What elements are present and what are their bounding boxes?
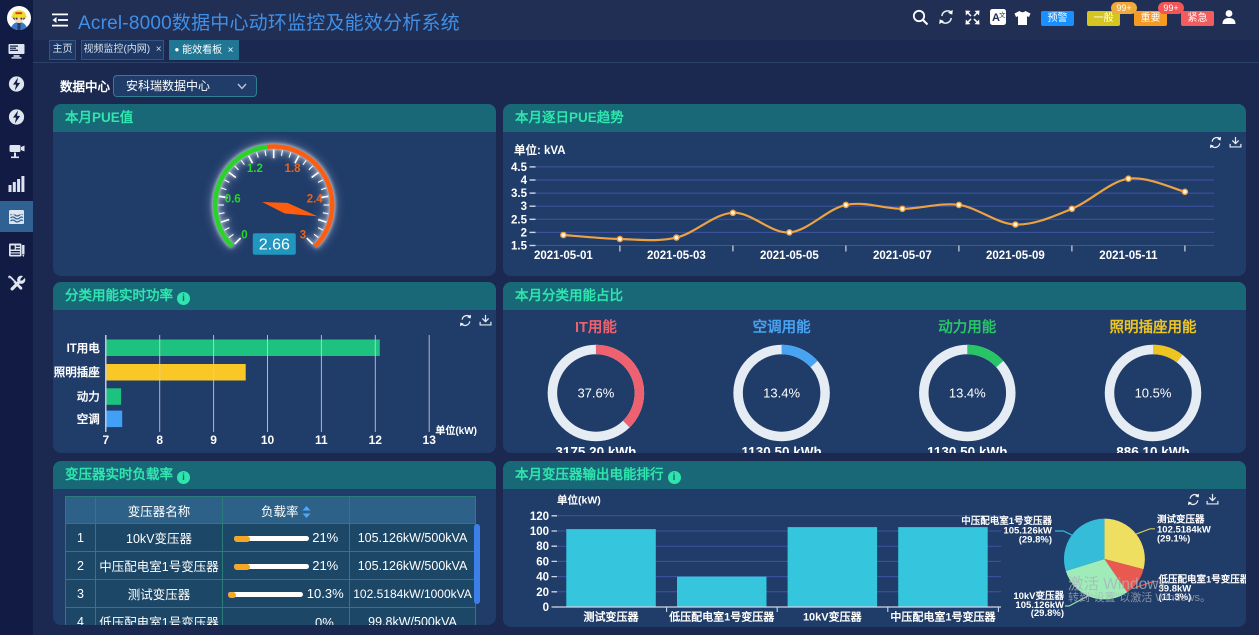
svg-text:(11.3%): (11.3%) xyxy=(1159,592,1192,603)
svg-text:IT用电: IT用电 xyxy=(67,341,101,355)
svg-text:(29.1%): (29.1%) xyxy=(1157,534,1190,545)
svg-text:4: 4 xyxy=(521,175,528,187)
svg-text:动力用能: 动力用能 xyxy=(938,318,996,336)
svg-text:10: 10 xyxy=(261,433,275,447)
svg-text:10kV变压器: 10kV变压器 xyxy=(1013,590,1064,602)
svg-text:13.4%: 13.4% xyxy=(763,386,800,401)
svg-text:2.5: 2.5 xyxy=(511,214,528,226)
svg-text:3.5: 3.5 xyxy=(511,188,528,200)
svg-text:1.8: 1.8 xyxy=(285,163,302,175)
svg-text:60: 60 xyxy=(536,556,549,568)
svg-text:2021-05-09: 2021-05-09 xyxy=(986,250,1045,262)
svg-text:IT用能: IT用能 xyxy=(575,318,617,336)
svg-text:2021-05-03: 2021-05-03 xyxy=(647,250,706,262)
svg-text:2.66: 2.66 xyxy=(259,237,290,254)
svg-text:低压配电室1号变压器: 低压配电室1号变压器 xyxy=(668,610,775,624)
svg-text:中压配电室1号变压器: 中压配电室1号变压器 xyxy=(890,610,996,624)
svg-text:13.4%: 13.4% xyxy=(949,386,986,401)
svg-text:单位(kW): 单位(kW) xyxy=(435,424,477,437)
svg-text:2.4: 2.4 xyxy=(307,194,324,206)
svg-text:(29.8%): (29.8%) xyxy=(1019,535,1052,546)
svg-text:照明插座: 照明插座 xyxy=(54,365,100,379)
svg-text:单位: kVA: 单位: kVA xyxy=(514,143,566,157)
svg-text:3: 3 xyxy=(521,201,527,213)
svg-text:10kV变压器: 10kV变压器 xyxy=(803,610,863,624)
svg-text:100: 100 xyxy=(530,526,549,538)
svg-text:2: 2 xyxy=(521,227,527,239)
svg-text:37.6%: 37.6% xyxy=(577,386,614,401)
svg-text:空调用能: 空调用能 xyxy=(753,318,811,336)
svg-text:80: 80 xyxy=(536,541,549,553)
svg-text:13: 13 xyxy=(423,433,437,447)
svg-text:测试变压器: 测试变压器 xyxy=(584,610,640,624)
svg-text:20: 20 xyxy=(536,587,549,599)
svg-text:1130.50 kWh: 1130.50 kWh xyxy=(927,445,1007,454)
svg-text:1.2: 1.2 xyxy=(247,163,263,175)
svg-text:文: 文 xyxy=(999,10,1006,19)
svg-text:0: 0 xyxy=(241,229,247,241)
svg-text:120: 120 xyxy=(530,511,549,523)
svg-text:9: 9 xyxy=(210,433,217,447)
svg-text:8: 8 xyxy=(156,433,163,447)
svg-text:1.5: 1.5 xyxy=(511,241,528,253)
svg-text:动力: 动力 xyxy=(77,390,100,404)
svg-text:单位(kW): 单位(kW) xyxy=(557,494,601,507)
svg-text:1130.50 kWh: 1130.50 kWh xyxy=(741,445,821,454)
svg-text:10.5%: 10.5% xyxy=(1135,386,1172,401)
svg-text:0: 0 xyxy=(543,602,549,614)
svg-text:4.5: 4.5 xyxy=(511,162,528,174)
svg-text:测试变压器: 测试变压器 xyxy=(1157,514,1205,526)
svg-text:A: A xyxy=(992,12,1000,24)
svg-text:(29.8%): (29.8%) xyxy=(1031,608,1064,619)
svg-text:0.6: 0.6 xyxy=(225,194,241,206)
svg-text:886.10 kWh: 886.10 kWh xyxy=(1116,445,1190,454)
svg-text:11: 11 xyxy=(315,433,328,447)
svg-text:7: 7 xyxy=(102,433,109,447)
svg-text:照明插座用能: 照明插座用能 xyxy=(1110,318,1197,336)
svg-text:39.8kW: 39.8kW xyxy=(1159,584,1192,595)
svg-text:2021-05-07: 2021-05-07 xyxy=(873,250,932,262)
svg-text:40: 40 xyxy=(536,572,549,584)
svg-text:2021-05-11: 2021-05-11 xyxy=(1099,250,1158,262)
svg-text:3: 3 xyxy=(300,229,306,241)
svg-text:102.5184kW: 102.5184kW xyxy=(1157,525,1211,536)
svg-text:2021-05-05: 2021-05-05 xyxy=(760,250,819,262)
svg-text:低压配电室1号变压器: 低压配电室1号变压器 xyxy=(1158,574,1247,586)
svg-text:中压配电室1号变压器: 中压配电室1号变压器 xyxy=(961,515,1052,527)
svg-text:空调: 空调 xyxy=(77,412,100,426)
svg-text:12: 12 xyxy=(369,433,383,447)
svg-text:3175.20 kWh: 3175.20 kWh xyxy=(555,445,636,454)
svg-text:2021-05-01: 2021-05-01 xyxy=(534,250,593,262)
svg-text:105.126kW: 105.126kW xyxy=(1015,600,1064,611)
svg-text:105.126kW: 105.126kW xyxy=(1003,526,1052,537)
